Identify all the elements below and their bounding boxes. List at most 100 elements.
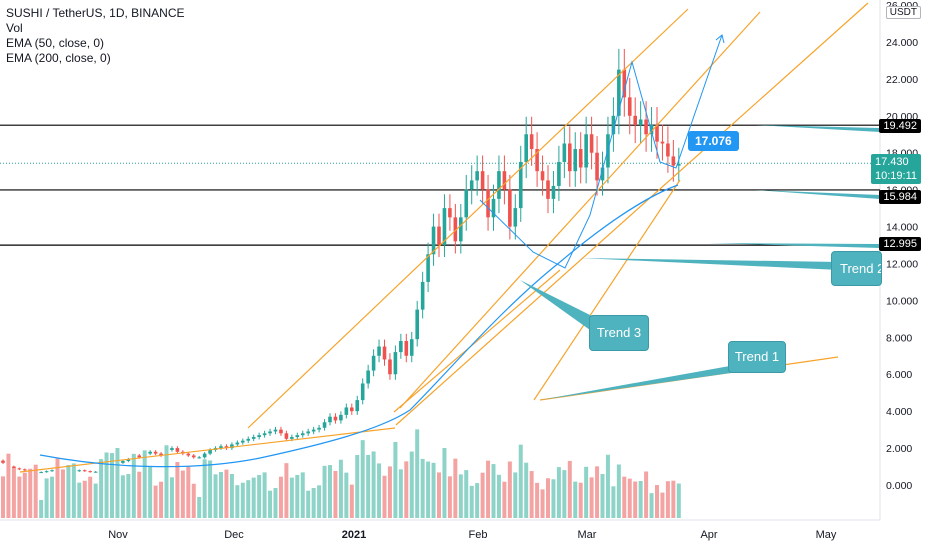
volume-bar <box>142 450 147 518</box>
volume-bar <box>164 445 169 518</box>
volume-bar <box>33 464 38 518</box>
volume-bar <box>71 463 76 518</box>
candle-body <box>584 134 588 168</box>
level3-pointer <box>708 243 880 248</box>
volume-bar <box>556 467 561 518</box>
candle-body <box>197 457 201 459</box>
candle-body <box>17 468 22 470</box>
volume-bar <box>60 469 65 518</box>
candle-body <box>126 459 131 462</box>
candle-body <box>246 438 251 441</box>
x-tick-label: Mar <box>578 529 597 541</box>
volume-bar <box>213 474 218 518</box>
volume-bar <box>175 462 180 518</box>
trend1-pointer <box>540 362 752 400</box>
volume-bar <box>551 479 556 518</box>
trend3-callout[interactable]: Trend 3 <box>589 315 649 351</box>
volume-bar <box>409 451 414 518</box>
target-price-label[interactable]: 17.076 <box>688 131 739 151</box>
candle-body <box>589 134 594 153</box>
legend-vol[interactable]: Vol <box>6 21 23 35</box>
volume-bar <box>333 470 338 518</box>
candle-body <box>257 435 261 438</box>
trend1-callout[interactable]: Trend 1 <box>728 341 786 373</box>
volume-bar <box>50 476 55 518</box>
volume-bar <box>246 480 251 518</box>
volume-bar <box>529 471 534 518</box>
y-tick-label: 6.000 <box>886 369 912 381</box>
candle-body <box>235 442 240 445</box>
volume-bar <box>88 476 93 518</box>
candle-body <box>497 171 501 199</box>
current-price: 17.430 <box>874 156 909 168</box>
volume-bar <box>224 469 229 518</box>
candle-body <box>344 407 349 415</box>
candle-body <box>93 471 98 473</box>
trend2-callout[interactable]: Trend 2 <box>831 251 882 286</box>
candle-body <box>186 453 191 456</box>
volume-bar <box>540 489 545 518</box>
volume-bar <box>251 477 256 518</box>
x-tick-label: Dec <box>224 529 244 541</box>
volume-bar <box>186 466 191 518</box>
volume-bar <box>202 459 207 518</box>
price-tag-level2: 15.984 <box>879 190 921 204</box>
volume-bar <box>655 485 659 518</box>
candle-body <box>262 433 267 436</box>
volume-bar <box>180 470 185 518</box>
volume-bar <box>22 472 27 518</box>
volume-bar <box>28 468 33 518</box>
volume-bar <box>578 482 583 518</box>
candle-body <box>573 149 578 172</box>
volume-bar <box>633 481 638 518</box>
candle-body <box>382 346 387 360</box>
candle-body <box>426 254 430 282</box>
candle-body <box>50 470 54 472</box>
volume-bar <box>262 472 267 518</box>
x-tick-label: 2021 <box>342 529 366 541</box>
legend-ema200[interactable]: EMA (200, close, 0) <box>6 51 111 65</box>
trend-line <box>247 8 689 429</box>
volume-bar <box>366 454 371 518</box>
candle-body <box>333 416 338 421</box>
candle-body <box>388 359 392 375</box>
volume-bar <box>398 469 403 518</box>
price-tag-level3: 12.995 <box>879 237 921 251</box>
volume-bar <box>627 478 632 518</box>
candle-body <box>251 437 256 439</box>
volume-bar <box>235 485 240 518</box>
legend-ema50[interactable]: EMA (50, close, 0) <box>6 36 105 50</box>
candle-body <box>153 451 158 454</box>
x-tick-label: May <box>816 529 837 541</box>
volume-bar <box>404 461 409 518</box>
price-axis <box>880 0 932 550</box>
trend-line <box>19 427 396 473</box>
candle-body <box>170 448 174 450</box>
volume-bar <box>349 484 354 518</box>
candle-body <box>480 171 485 190</box>
volume-bar <box>475 483 480 518</box>
trend-line <box>393 269 561 413</box>
volume-bar <box>268 490 273 518</box>
candle-body <box>295 435 300 438</box>
volume-bar <box>616 464 621 518</box>
volume-bar <box>660 492 665 518</box>
volume-bar <box>278 476 283 518</box>
volume-bar <box>1 476 5 518</box>
volume-bar <box>420 458 425 518</box>
candle-body <box>82 470 87 472</box>
legend-symbol[interactable]: SUSHI / TetherUS, 1D, BINANCE <box>6 6 185 20</box>
volume-bar <box>426 461 431 518</box>
candle-body <box>230 444 234 449</box>
volume-bar <box>605 454 610 518</box>
candle-body <box>12 466 16 469</box>
volume-bar <box>644 471 649 518</box>
candle-body <box>513 208 518 227</box>
volume-bar <box>311 488 316 518</box>
candle-body <box>175 448 180 452</box>
volume-bar <box>507 461 512 518</box>
candle-body <box>1 460 5 463</box>
countdown: 10:19:11 <box>874 170 917 182</box>
volume-bar <box>153 485 158 518</box>
